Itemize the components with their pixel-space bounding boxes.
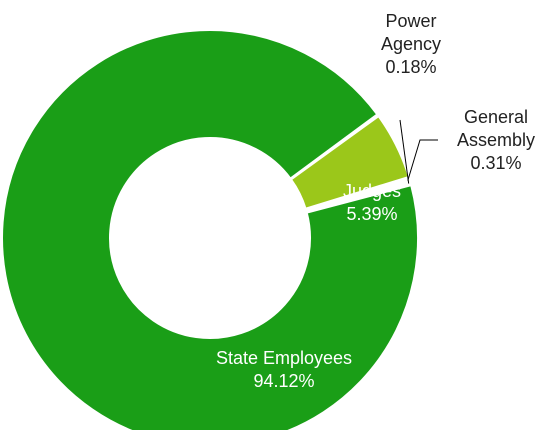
label-line-general-assembly-2: 0.31% [470, 153, 521, 173]
label-line-judges-0: Judges [343, 181, 401, 201]
leader-lines-group [399, 119, 438, 184]
leader-line-general-assembly [407, 139, 438, 181]
label-line-state-employees-0: State Employees [216, 348, 352, 368]
label-line-power-agency-0: Power [385, 11, 436, 31]
slice-general-assembly [304, 177, 412, 212]
label-line-judges-1: 5.39% [346, 204, 397, 224]
label-judges: Judges 5.39% [343, 181, 401, 224]
label-state-employees: State Employees 94.12% [216, 348, 352, 391]
label-line-power-agency-2: 0.18% [385, 57, 436, 77]
label-power-agency: Power Agency 0.18% [381, 11, 441, 77]
slice-power-agency [305, 181, 412, 213]
leader-line-power-agency [399, 119, 410, 184]
label-line-state-employees-1: 94.12% [253, 371, 314, 391]
label-line-general-assembly-1: Assembly [457, 130, 535, 150]
label-general-assembly: General Assembly 0.31% [457, 107, 535, 173]
label-line-power-agency-1: Agency [381, 34, 441, 54]
slices-group [1, 29, 419, 430]
slice-state-employees [1, 29, 419, 430]
labels-group: State Employees 94.12% Judges 5.39% General A… [216, 11, 535, 391]
label-line-general-assembly-0: General [464, 107, 528, 127]
